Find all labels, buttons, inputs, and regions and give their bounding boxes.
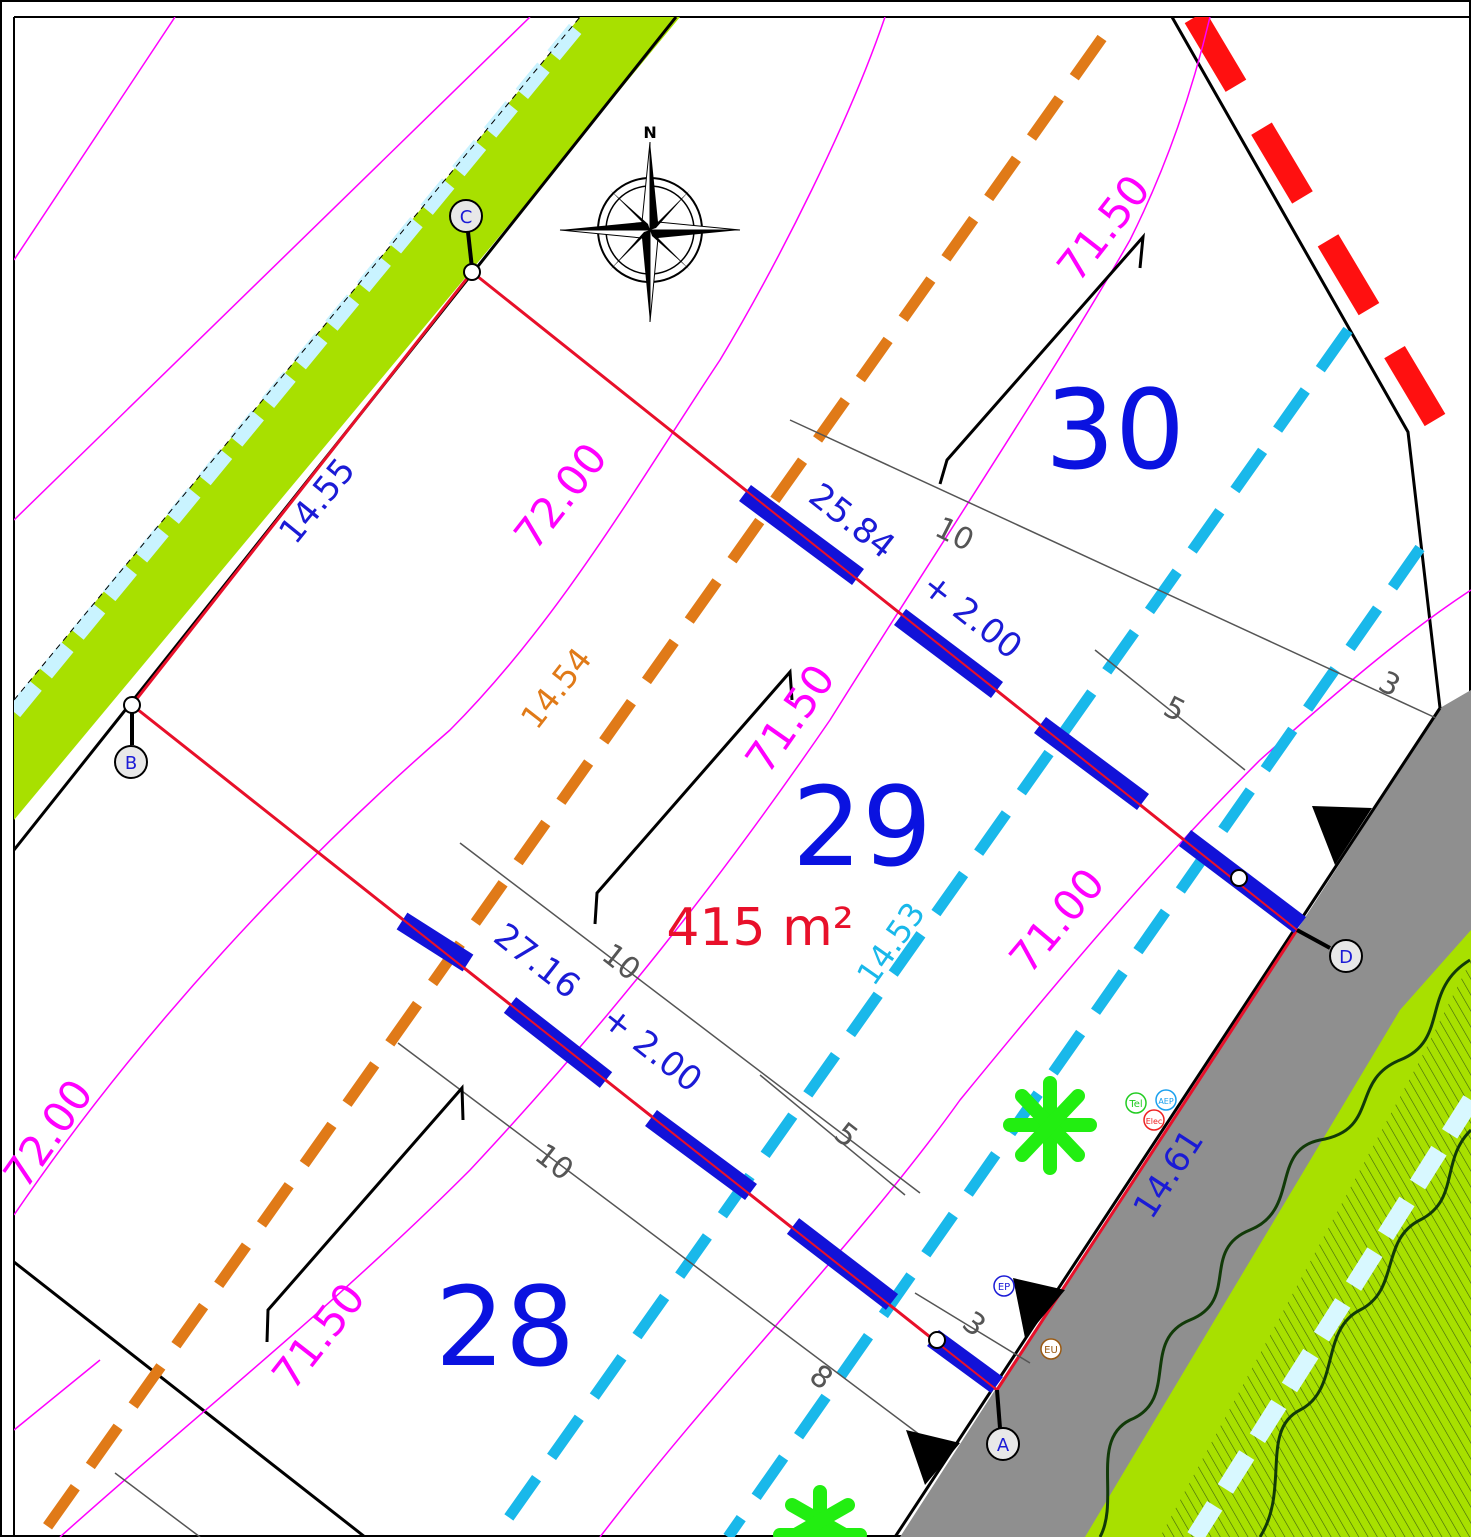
green-strip-outline bbox=[14, 17, 581, 701]
lot-number-29: 29 bbox=[792, 763, 932, 891]
utility-ep-label: EP bbox=[998, 1282, 1010, 1293]
corner-label-c: C bbox=[460, 207, 473, 228]
lot-area-29: 415 m² bbox=[666, 898, 853, 958]
red-dashed-line bbox=[1184, 17, 1446, 427]
utility-eu-label: EU bbox=[1044, 1345, 1058, 1356]
cyan-setback-line-2 bbox=[723, 544, 1425, 1537]
utility-elec-icon[interactable]: Elec bbox=[1143, 1109, 1165, 1131]
orange-setback-line bbox=[35, 34, 1107, 1537]
corner-label-b: B bbox=[125, 753, 137, 774]
cyan-setback-line-1 bbox=[490, 326, 1353, 1537]
cd-red-overlay bbox=[471, 271, 1298, 931]
utility-ep-icon[interactable]: EP bbox=[993, 1275, 1015, 1297]
tree-symbol-2 bbox=[773, 1485, 867, 1537]
right-boundary-line bbox=[1170, 17, 1442, 709]
utility-eu-icon[interactable]: EU bbox=[1040, 1338, 1062, 1360]
tree-canopy-outline bbox=[1098, 958, 1471, 1537]
utility-aep-label: AEP bbox=[1158, 1097, 1174, 1106]
lot-number-28: 28 bbox=[435, 1263, 575, 1391]
compass-rose-icon: N bbox=[559, 123, 741, 323]
contour-lines bbox=[14, 17, 1471, 1537]
corner-marker-a[interactable]: A bbox=[928, 1331, 1020, 1461]
compass-north-label: N bbox=[643, 123, 656, 142]
tree-canopy-outline-2 bbox=[1258, 1128, 1471, 1537]
survey-triangles bbox=[906, 806, 1372, 1485]
utility-aep-icon[interactable]: AEP bbox=[1155, 1089, 1177, 1111]
ab-red-overlay bbox=[131, 704, 998, 1391]
street-edge-line bbox=[893, 707, 1442, 1537]
utility-tel-label: Tel bbox=[1128, 1099, 1142, 1110]
lower-left-boundary bbox=[14, 1260, 366, 1537]
grey-dimension-lines bbox=[114, 419, 1437, 1537]
utility-tel-icon[interactable]: Tel bbox=[1125, 1092, 1147, 1114]
lot-number-30: 30 bbox=[1045, 366, 1185, 494]
corner-label-d: D bbox=[1339, 947, 1353, 968]
green-strip bbox=[14, 17, 680, 820]
corner-marker-b[interactable]: B bbox=[114, 696, 148, 779]
corner-marker-c[interactable]: C bbox=[449, 199, 483, 281]
green-verge-hatch bbox=[1160, 960, 1471, 1537]
corner-label-a: A bbox=[997, 1435, 1010, 1456]
utility-elec-label: Elec bbox=[1146, 1117, 1163, 1126]
slope-arrows bbox=[265, 232, 1145, 1343]
tree-symbol bbox=[1003, 1076, 1097, 1175]
corner-marker-d[interactable]: D bbox=[1230, 869, 1363, 973]
verge-dashes bbox=[1187, 1095, 1471, 1537]
